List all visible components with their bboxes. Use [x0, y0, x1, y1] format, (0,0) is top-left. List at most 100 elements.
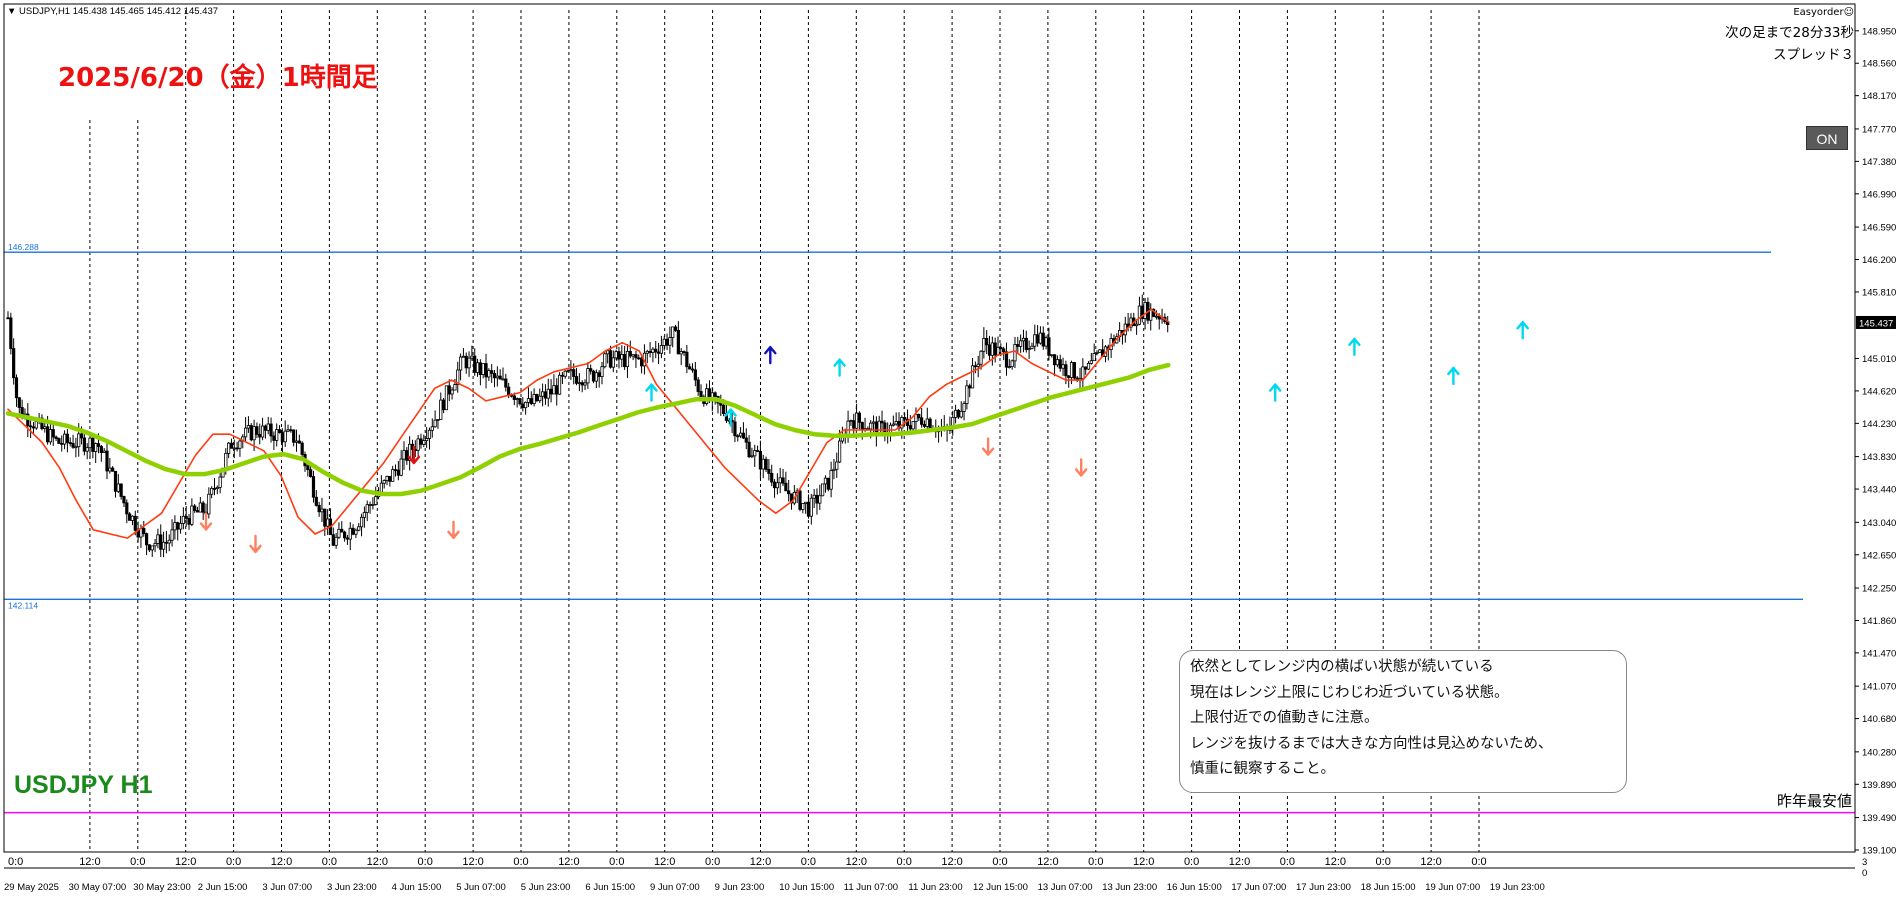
candle-body [733, 421, 737, 437]
candle-body [755, 450, 760, 452]
candle-body [292, 429, 296, 443]
candle-body [309, 469, 313, 477]
candle-body [507, 386, 511, 396]
candle-body [187, 517, 191, 525]
ohlc-values: 145.438 145.465 145.412 145.437 [72, 6, 219, 17]
candle-body [744, 437, 748, 443]
buy-signal-arrow [1447, 366, 1460, 386]
spread-label: スプレッド３ [1773, 47, 1854, 63]
candle-body [815, 494, 819, 504]
candle-body [382, 480, 386, 484]
range-low-label: 142.114 [8, 600, 38, 610]
candle-body [430, 426, 434, 431]
time-top-label: 12:0 [1229, 856, 1250, 868]
time-bottom-label: 30 May 07:00 [69, 882, 127, 893]
candle-body [416, 438, 420, 451]
candle-body [922, 423, 927, 427]
on-button[interactable]: ON [1806, 126, 1848, 150]
range-high-label: 146.288 [8, 242, 39, 252]
note-line: 依然としてレンジ内の横ばい状態が続いている [1190, 659, 1494, 675]
note-line: 上限付近での値動きに注意。 [1190, 710, 1379, 726]
candle-body [637, 357, 641, 360]
candle-body [529, 398, 533, 404]
candle-body [524, 401, 528, 409]
candle-body [269, 423, 273, 437]
easyorder-label[interactable]: Easyorder☺ [1793, 7, 1854, 18]
candle-body [161, 541, 166, 550]
price-tick-label: 146.990 [1862, 189, 1896, 200]
candle-body [722, 404, 726, 414]
candle-body [249, 425, 253, 441]
time-top-label: 12:0 [846, 856, 867, 868]
candle-body [371, 503, 375, 506]
commentary-box: 依然としてレンジ内の横ばい状態が続いている 現在はレンジ上限にじわじわ近づいてい… [1179, 650, 1627, 793]
candle-body [555, 385, 559, 395]
candle-body [224, 453, 228, 469]
note-line: 現在はレンジ上限にじわじわ近づいている状態。 [1190, 684, 1509, 701]
time-top-label: 0:0 [1376, 856, 1391, 868]
candle-body [770, 473, 774, 483]
dropdown-triangle-icon[interactable]: ▼ [7, 6, 17, 17]
candle-body [334, 536, 338, 546]
candle-body [809, 497, 813, 517]
candle-body [255, 426, 259, 435]
candle-body [1021, 337, 1026, 342]
candle-body [772, 481, 777, 489]
symbol-label: USDJPY,H1 [19, 6, 71, 17]
candle-body [365, 504, 369, 513]
candle-body [232, 447, 236, 450]
candle-body [543, 391, 548, 399]
candle-body [277, 429, 282, 434]
candle-body [178, 523, 183, 530]
candle-body [1089, 360, 1093, 364]
candle-body [306, 465, 310, 471]
symbol-tag: USDJPY H1 [14, 771, 153, 799]
candle-body [88, 437, 92, 449]
candle-body [659, 345, 664, 354]
candle-body [153, 542, 157, 547]
candle-body [888, 424, 893, 433]
candle-body [130, 515, 135, 521]
candle-body [956, 409, 961, 418]
candle-body [111, 467, 115, 472]
candle-body [388, 475, 392, 482]
candle-body [631, 354, 635, 357]
time-bottom-label: 9 Jun 23:00 [715, 882, 765, 893]
candle-body [6, 317, 10, 320]
time-bottom-label: 17 Jun 23:00 [1296, 882, 1351, 893]
candle-body [676, 330, 680, 355]
candle-body [987, 344, 992, 356]
time-bottom-label: 19 Jun 23:00 [1490, 882, 1545, 893]
candle-body [263, 425, 268, 431]
candle-body [77, 433, 81, 448]
candle-body [280, 432, 284, 443]
candle-body [515, 398, 519, 401]
candle-body [976, 363, 980, 367]
price-tick-label: 139.100 [1862, 846, 1896, 857]
candle-body [176, 522, 180, 530]
candle-body [195, 510, 200, 513]
candle-body [965, 385, 969, 404]
candle-body [832, 468, 836, 471]
chart-frame [3, 3, 1856, 853]
time-top-label: 12:0 [1037, 856, 1058, 868]
candle-body [569, 369, 573, 372]
candle-body [608, 350, 613, 368]
candle-body [979, 350, 983, 365]
candle-body [656, 351, 661, 354]
candle-body [297, 440, 301, 444]
candle-body [323, 508, 327, 527]
candle-body [113, 470, 118, 492]
time-top-label: 12:0 [79, 856, 100, 868]
candle-body [1016, 344, 1020, 347]
candle-body [96, 443, 101, 447]
price-tick-label: 139.890 [1862, 780, 1896, 791]
price-tick-label: 146.200 [1862, 255, 1896, 266]
price-tick-label: 141.470 [1862, 648, 1896, 659]
candle-body [405, 450, 409, 461]
candle-body [982, 337, 986, 352]
candle-body [900, 417, 904, 429]
candle-body [634, 354, 638, 359]
candle-body [693, 369, 697, 381]
